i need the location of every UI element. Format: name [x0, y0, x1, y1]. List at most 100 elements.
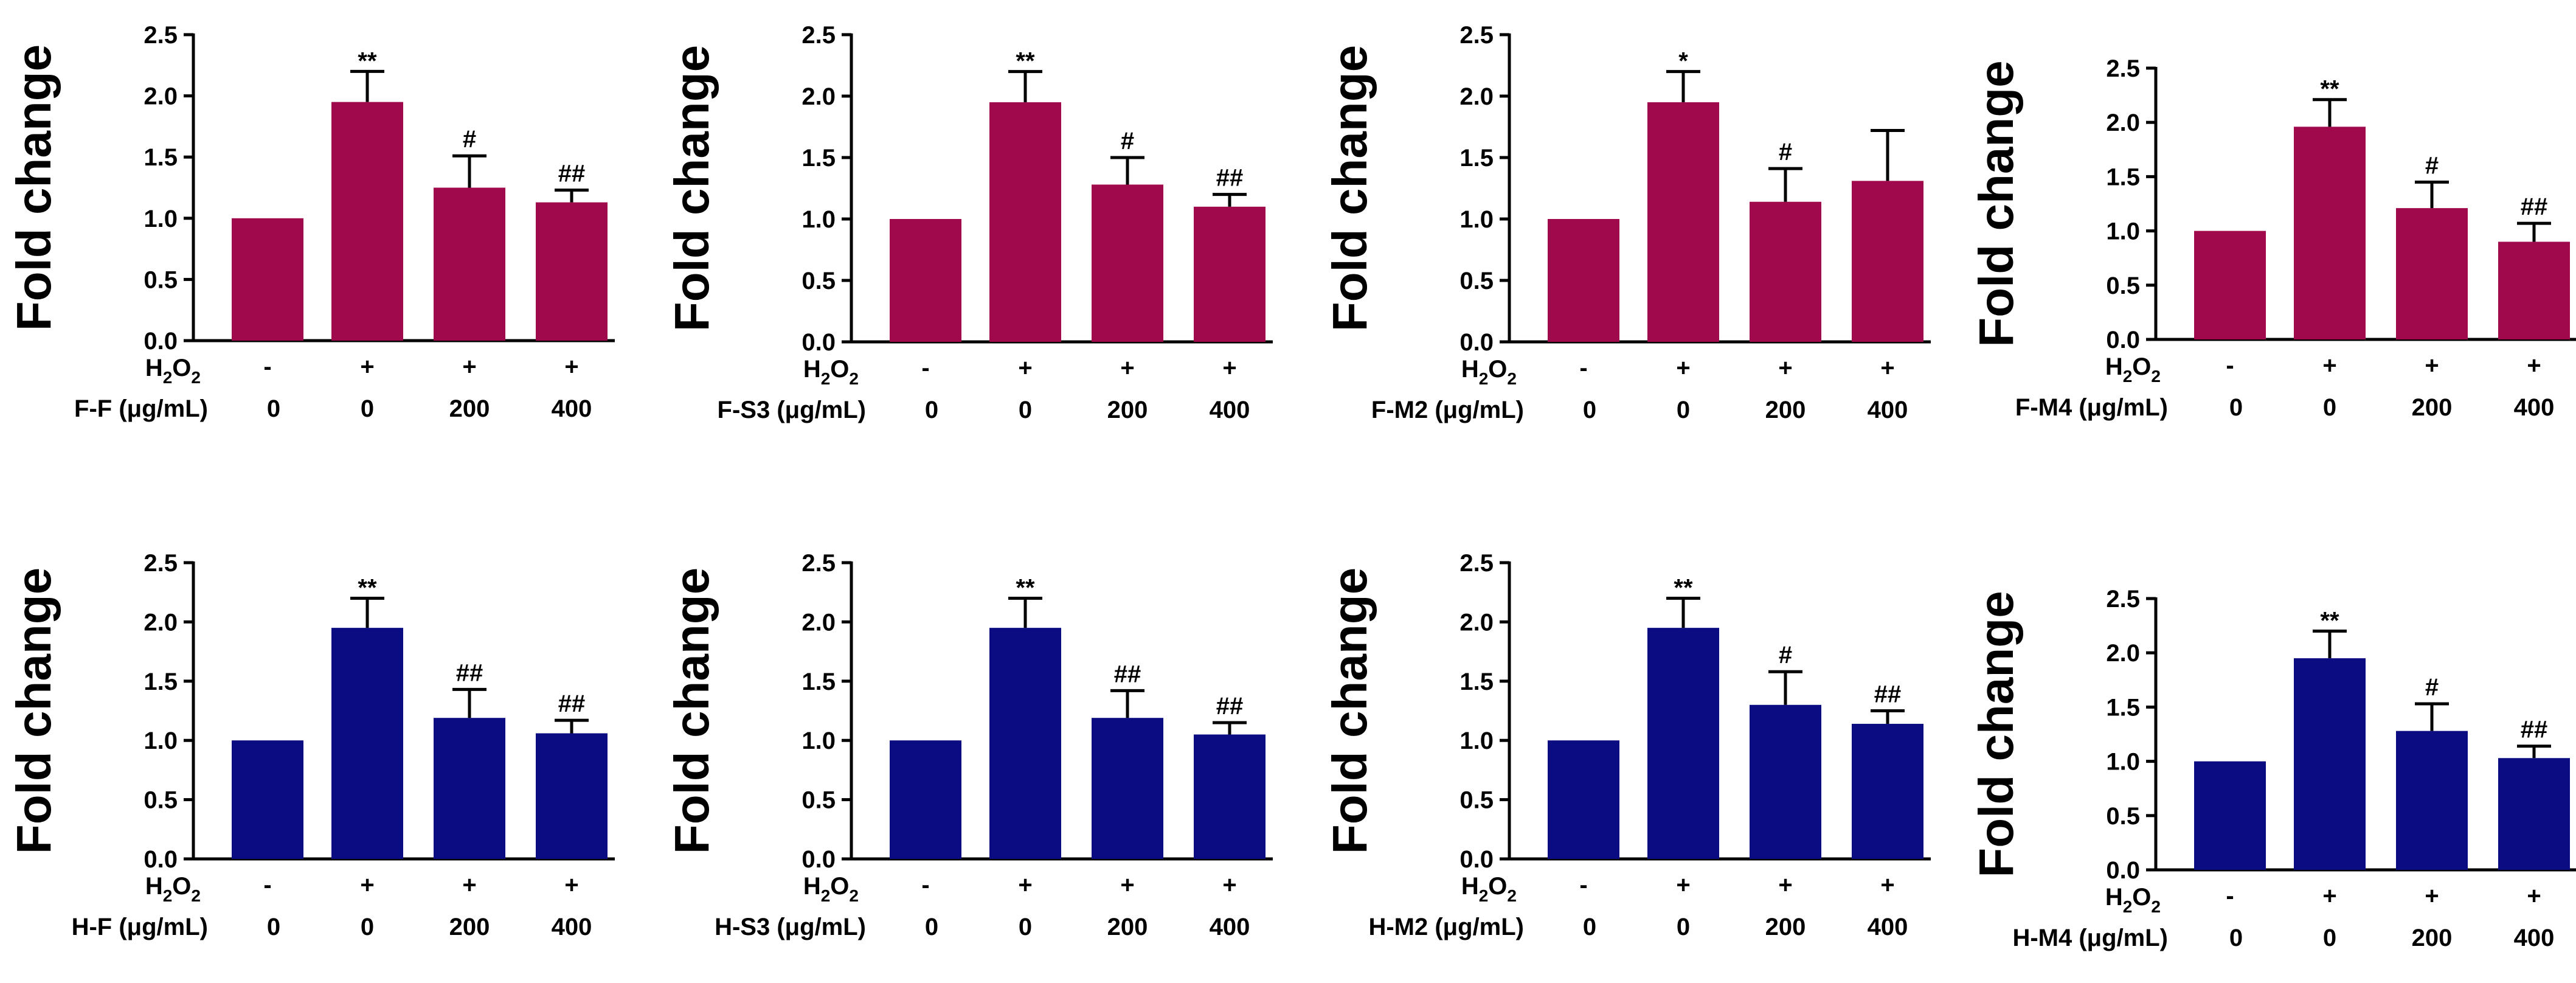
- h2o2-sign: +: [1676, 872, 1690, 898]
- dose-label: 200: [1107, 914, 1148, 940]
- h2o2-sign: -: [1579, 872, 1587, 898]
- dose-label: 200: [1765, 914, 1806, 940]
- y-tick-label: 0.5: [144, 266, 178, 293]
- y-tick-label: 1.5: [802, 145, 836, 172]
- dose-label: 0: [1583, 397, 1596, 423]
- significance-label: **: [2320, 76, 2339, 103]
- dose-label: 400: [552, 395, 592, 422]
- h2o2-sign: +: [2322, 352, 2336, 379]
- y-axis-label: Fold change: [7, 568, 61, 854]
- y-tick-label: 1.5: [144, 669, 178, 695]
- dose-label: 0: [361, 395, 374, 422]
- significance-label: **: [1016, 574, 1035, 601]
- y-tick-label: 0.5: [802, 268, 836, 294]
- sample-label: F-M4 (μg/mL): [2015, 394, 2168, 421]
- significance-label: **: [1016, 48, 1035, 75]
- bar: [2498, 241, 2570, 339]
- h2o2-sign: +: [360, 872, 374, 898]
- sample-label: H-M4 (μg/mL): [2012, 925, 2168, 951]
- h2o2-row-label: H2O2: [803, 356, 859, 388]
- significance-label: **: [358, 47, 377, 74]
- y-axis-label: Fold change: [665, 45, 719, 332]
- h2o2-row-label: H2O2: [803, 873, 859, 905]
- dose-label: 400: [1210, 397, 1250, 423]
- bar: [1194, 734, 1265, 859]
- dose-label: 0: [1019, 397, 1032, 423]
- bar: [1647, 628, 1719, 859]
- sample-label: H-F (μg/mL): [72, 914, 208, 940]
- bar: [331, 102, 403, 341]
- significance-label: #: [2425, 674, 2439, 701]
- y-tick-label: 0.5: [802, 787, 836, 814]
- y-tick-label: 0.0: [1459, 846, 1494, 873]
- y-tick-label: 0.0: [1459, 329, 1494, 356]
- y-axis-label: Fold change: [665, 568, 719, 854]
- bar: [2194, 231, 2266, 339]
- y-tick-label: 1.0: [2106, 749, 2140, 776]
- y-tick-label: 0.5: [1459, 268, 1494, 294]
- bar: [1750, 201, 1821, 342]
- dose-label: 0: [1583, 914, 1596, 940]
- bar: [2498, 758, 2570, 870]
- h2o2-sign: +: [1778, 355, 1792, 381]
- y-tick-label: 2.5: [144, 22, 178, 49]
- bar: [989, 628, 1061, 859]
- h2o2-sign: +: [1222, 872, 1236, 898]
- bar: [1092, 184, 1163, 342]
- y-tick-label: 2.5: [2106, 586, 2140, 613]
- h2o2-sign: +: [1676, 355, 1690, 381]
- h2o2-sign: +: [1120, 872, 1134, 898]
- bar: [890, 219, 961, 342]
- y-tick-label: 0.5: [144, 787, 178, 814]
- y-tick-label: 2.5: [144, 550, 178, 577]
- bar: [1852, 723, 1923, 859]
- significance-label: ##: [2521, 717, 2548, 743]
- significance-label: ##: [1216, 165, 1244, 192]
- dose-label: 200: [2412, 925, 2453, 951]
- h2o2-sign: -: [263, 872, 271, 898]
- significance-label: #: [2425, 152, 2439, 179]
- significance-label: ##: [456, 659, 483, 686]
- y-axis-label: Fold change: [1969, 60, 2023, 347]
- h2o2-row-label: H2O2: [1461, 873, 1517, 905]
- y-axis-label: Fold change: [1969, 591, 2023, 877]
- dose-label: 0: [925, 914, 938, 940]
- h2o2-sign: +: [1880, 872, 1894, 898]
- h2o2-sign: +: [1880, 355, 1894, 381]
- h2o2-row-label: H2O2: [145, 355, 201, 387]
- y-tick-label: 2.0: [802, 83, 836, 110]
- h2o2-sign: +: [1018, 355, 1032, 381]
- bar: [536, 733, 608, 859]
- y-tick-label: 1.5: [2106, 164, 2140, 190]
- bar: [2194, 761, 2266, 870]
- bar: [2294, 658, 2366, 870]
- y-tick-label: 2.0: [2106, 640, 2140, 667]
- bar: [989, 102, 1061, 342]
- significance-label: **: [1674, 574, 1693, 601]
- y-tick-label: 2.5: [802, 22, 836, 49]
- h2o2-row-label: H2O2: [1461, 356, 1517, 388]
- dose-label: 0: [267, 914, 280, 940]
- significance-label: **: [358, 574, 377, 601]
- bar: [232, 218, 303, 341]
- h2o2-row-label: H2O2: [2105, 353, 2161, 386]
- y-tick-label: 0.0: [2106, 327, 2140, 353]
- y-tick-label: 1.0: [144, 728, 178, 754]
- y-tick-label: 2.0: [1459, 609, 1494, 636]
- y-tick-label: 0.0: [802, 329, 836, 356]
- h2o2-sign: -: [1579, 355, 1587, 381]
- y-tick-label: 2.0: [802, 609, 836, 636]
- significance-label: #: [1121, 128, 1134, 155]
- significance-label: ##: [558, 690, 586, 717]
- sample-label: H-M2 (μg/mL): [1368, 914, 1524, 940]
- bar: [1092, 718, 1163, 859]
- dose-label: 400: [2514, 925, 2555, 951]
- chart-panel-6: Fold change 0.0 0.5 1.0 1.5 2.0 2.5 ** ## ## H2O2 -…: [665, 550, 1273, 940]
- bar: [232, 740, 303, 859]
- bar: [2294, 127, 2366, 339]
- significance-label: *: [1678, 48, 1688, 75]
- dose-label: 0: [2229, 394, 2243, 421]
- y-tick-label: 0.5: [2106, 273, 2140, 299]
- y-tick-label: 2.5: [1459, 22, 1494, 49]
